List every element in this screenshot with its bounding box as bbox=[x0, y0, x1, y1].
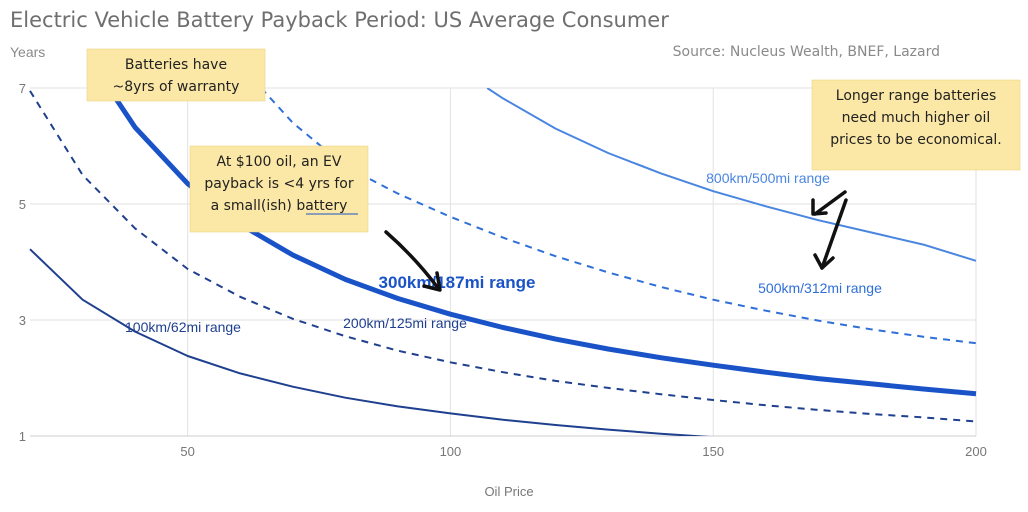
note-warranty-line-1: Batteries have bbox=[125, 57, 227, 73]
note-oil-100-line-2: payback is <4 yrs for bbox=[204, 176, 353, 192]
series-label-1: 200km/125mi range bbox=[343, 315, 467, 331]
y-tick-label: 7 bbox=[19, 81, 26, 96]
x-tick-label: 200 bbox=[965, 444, 987, 459]
series-label-0: 100km/62mi range bbox=[125, 319, 241, 335]
arrow-head-500km bbox=[813, 253, 835, 270]
note-warranty-line-2: ~8yrs of warranty bbox=[113, 79, 240, 95]
y-tick-label: 1 bbox=[19, 429, 26, 444]
series-label-3: 500km/312mi range bbox=[758, 280, 882, 296]
note-long-range: Longer range batteries need much higher … bbox=[811, 79, 1021, 171]
note-long-range-line-3: prices to be economical. bbox=[830, 132, 1002, 148]
x-tick-label: 150 bbox=[702, 444, 724, 459]
series-line-1 bbox=[29, 90, 977, 423]
axis-ticks: 1 3 5 7 50 100 150 200 bbox=[19, 81, 987, 459]
arrow-head-300km bbox=[422, 271, 442, 292]
y-axis-label: Years bbox=[10, 44, 45, 60]
series-line-0 bbox=[29, 248, 711, 436]
note-oil-100: At $100 oil, an EV payback is <4 yrs for… bbox=[189, 145, 369, 233]
chart-source: Source: Nucleus Wealth, BNEF, Lazard bbox=[673, 44, 940, 60]
note-warranty: Batteries have ~8yrs of warranty bbox=[86, 48, 266, 102]
arrow-to-800km bbox=[813, 190, 847, 216]
x-tick-label: 100 bbox=[440, 444, 462, 459]
series-label-4: 800km/500mi range bbox=[706, 170, 830, 186]
series-labels: 100km/62mi range 200km/125mi range 300km/1… bbox=[125, 170, 882, 335]
note-long-range-line-1: Longer range batteries bbox=[836, 88, 996, 104]
y-tick-label: 5 bbox=[19, 197, 26, 212]
arrow-to-500km bbox=[820, 198, 848, 270]
x-axis-label: Oil Price bbox=[484, 484, 533, 499]
arrow-to-300km bbox=[384, 230, 440, 290]
series-label-2: 300km/187mi range bbox=[379, 273, 536, 292]
note-long-range-line-2: need much higher oil bbox=[842, 110, 991, 126]
series-line-4 bbox=[486, 88, 977, 262]
chart-title: Electric Vehicle Battery Payback Period:… bbox=[10, 8, 669, 32]
x-tick-label: 50 bbox=[180, 444, 194, 459]
y-tick-label: 3 bbox=[19, 313, 26, 328]
note-oil-100-line-1: At $100 oil, an EV bbox=[217, 154, 342, 170]
note-oil-100-line-3: a small(ish) battery bbox=[211, 198, 348, 214]
arrow-head-800km bbox=[811, 198, 828, 216]
